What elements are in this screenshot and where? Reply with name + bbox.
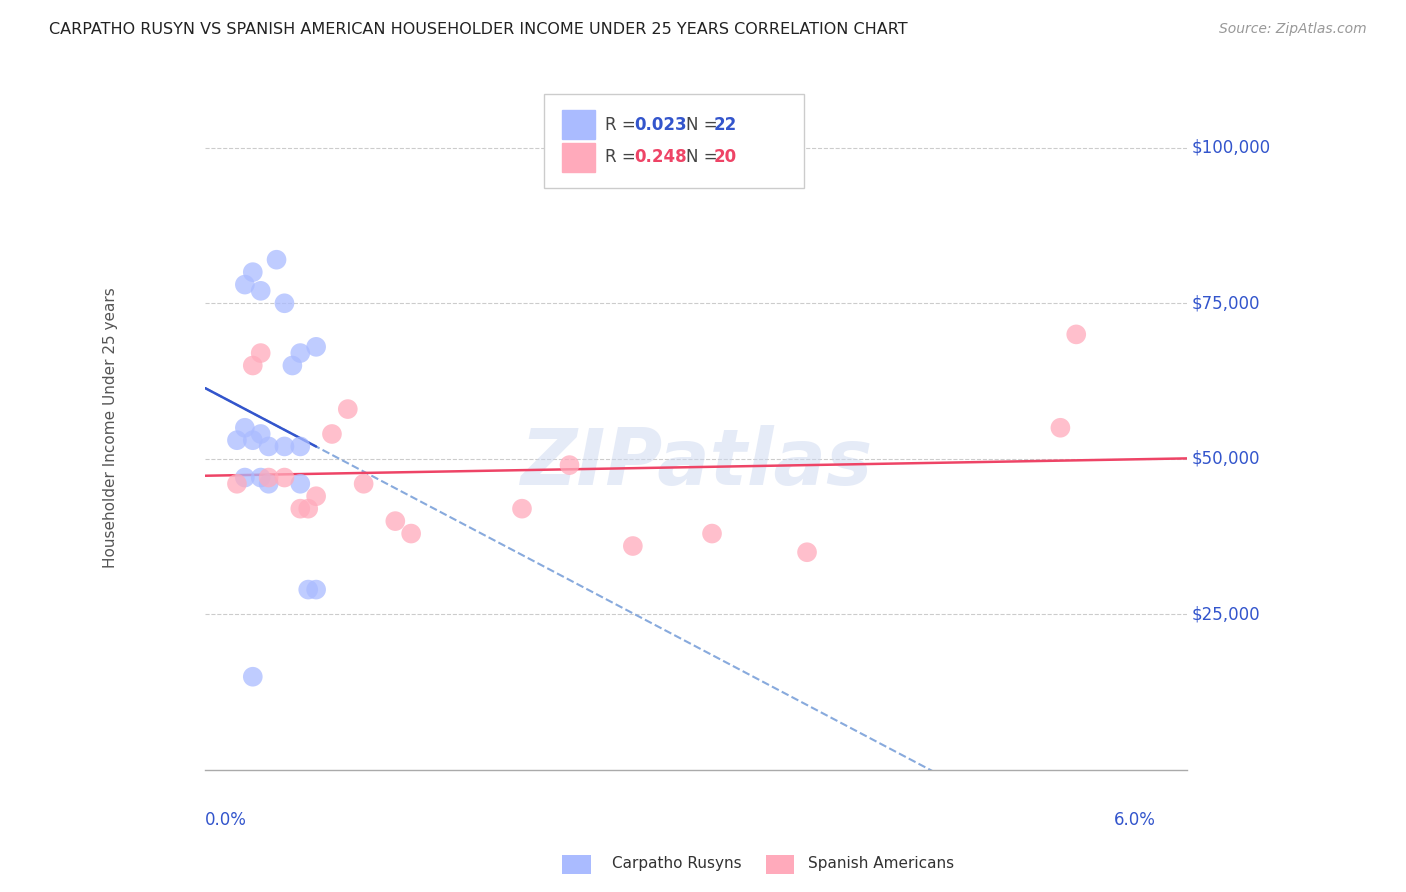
Point	[796, 545, 818, 559]
FancyBboxPatch shape	[544, 94, 804, 188]
Point	[257, 476, 280, 491]
Point	[297, 501, 319, 516]
Text: 0.248: 0.248	[634, 148, 688, 166]
Point	[281, 359, 304, 373]
Text: N =: N =	[686, 148, 723, 166]
Point	[290, 501, 312, 516]
FancyBboxPatch shape	[561, 143, 595, 172]
Text: $25,000: $25,000	[1192, 606, 1260, 624]
Point	[257, 470, 280, 484]
Text: Carpatho Rusyns: Carpatho Rusyns	[612, 856, 741, 871]
Text: 20: 20	[714, 148, 737, 166]
Point	[233, 470, 256, 484]
Point	[305, 582, 328, 597]
Point	[321, 427, 343, 442]
Point	[1064, 327, 1087, 342]
Text: $50,000: $50,000	[1192, 450, 1260, 468]
Text: 0.023: 0.023	[634, 116, 688, 134]
Point	[242, 670, 264, 684]
Point	[273, 296, 295, 310]
Text: Spanish Americans: Spanish Americans	[808, 856, 955, 871]
Point	[249, 284, 271, 298]
Point	[242, 265, 264, 279]
Point	[266, 252, 288, 267]
Point	[233, 277, 256, 292]
Point	[621, 539, 644, 553]
Point	[249, 346, 271, 360]
Point	[273, 470, 295, 484]
Text: $100,000: $100,000	[1192, 138, 1271, 157]
Point	[399, 526, 422, 541]
Point	[257, 439, 280, 453]
Text: R =: R =	[605, 148, 641, 166]
Text: 0.0%: 0.0%	[205, 811, 247, 829]
Point	[242, 433, 264, 447]
Point	[700, 526, 723, 541]
Text: Householder Income Under 25 years: Householder Income Under 25 years	[103, 287, 118, 568]
Point	[353, 476, 375, 491]
Point	[336, 402, 359, 417]
Text: R =: R =	[605, 116, 641, 134]
Point	[290, 439, 312, 453]
Point	[249, 427, 271, 442]
Point	[249, 470, 271, 484]
Point	[305, 340, 328, 354]
Point	[297, 582, 319, 597]
Text: N =: N =	[686, 116, 723, 134]
Point	[558, 458, 581, 472]
Point	[226, 476, 249, 491]
Point	[273, 439, 295, 453]
Text: 22: 22	[714, 116, 737, 134]
Text: ZIPatlas: ZIPatlas	[520, 425, 872, 501]
Point	[233, 421, 256, 435]
Point	[226, 433, 249, 447]
Point	[510, 501, 533, 516]
Text: 6.0%: 6.0%	[1114, 811, 1156, 829]
FancyBboxPatch shape	[561, 110, 595, 139]
Point	[384, 514, 406, 528]
Point	[242, 359, 264, 373]
Point	[290, 346, 312, 360]
Text: CARPATHO RUSYN VS SPANISH AMERICAN HOUSEHOLDER INCOME UNDER 25 YEARS CORRELATION: CARPATHO RUSYN VS SPANISH AMERICAN HOUSE…	[49, 22, 908, 37]
Text: $75,000: $75,000	[1192, 294, 1260, 312]
Point	[305, 489, 328, 503]
Text: Source: ZipAtlas.com: Source: ZipAtlas.com	[1219, 22, 1367, 37]
Point	[290, 476, 312, 491]
Point	[1049, 421, 1071, 435]
